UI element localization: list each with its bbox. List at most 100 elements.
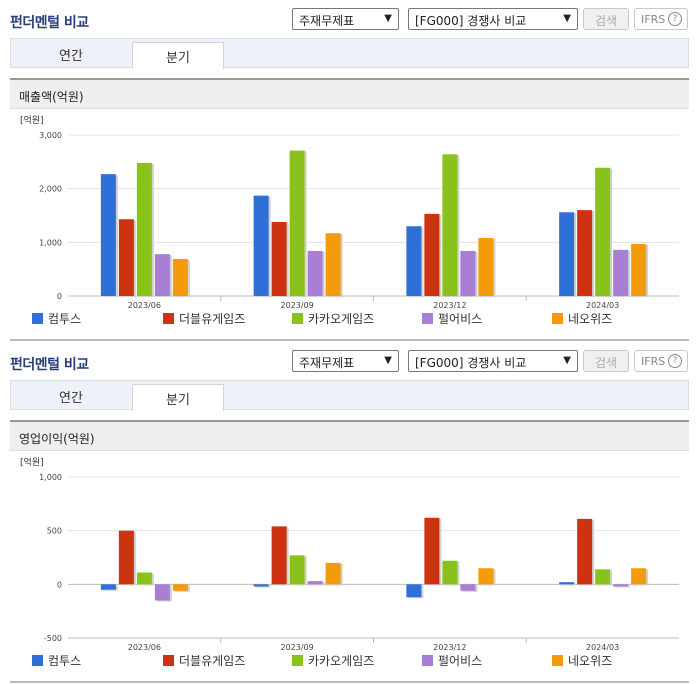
- chevron-down-icon: ▼: [563, 355, 571, 366]
- tab-annual[interactable]: 연간: [59, 391, 83, 406]
- bar[interactable]: [631, 568, 647, 585]
- bar[interactable]: [595, 569, 611, 585]
- legend-label: 네오위즈: [568, 654, 612, 668]
- bar[interactable]: [271, 526, 287, 585]
- x-tick-label: 2023/12: [433, 643, 466, 652]
- bar[interactable]: [253, 195, 269, 296]
- bar[interactable]: [424, 517, 440, 585]
- bar[interactable]: [613, 584, 629, 587]
- bar[interactable]: [559, 582, 575, 585]
- bar[interactable]: [595, 167, 611, 296]
- bar[interactable]: [136, 572, 152, 585]
- bar[interactable]: [253, 584, 269, 587]
- chevron-down-icon: ▼: [563, 13, 571, 24]
- bar[interactable]: [478, 568, 494, 585]
- bar[interactable]: [271, 221, 287, 296]
- period-tabs: 연간 분기: [10, 38, 689, 69]
- bar[interactable]: [118, 219, 134, 296]
- legend-label: 카카오게임즈: [308, 654, 374, 668]
- y-tick-label: 0: [57, 580, 62, 589]
- period-tabs: 연간 분기: [10, 380, 689, 411]
- bar[interactable]: [613, 249, 629, 296]
- legend-swatch: [292, 313, 303, 324]
- bar[interactable]: [577, 210, 593, 296]
- statement-select[interactable]: 주재무제표 ▼: [292, 350, 399, 372]
- bar[interactable]: [442, 154, 458, 296]
- ifrs-label: IFRS: [641, 355, 666, 368]
- search-button[interactable]: 검색: [583, 8, 629, 30]
- bar[interactable]: [100, 584, 116, 590]
- unit-label: [억원]: [20, 456, 44, 468]
- y-tick-label: 2,000: [39, 185, 62, 194]
- legend-label: 더블유게임즈: [179, 654, 245, 668]
- chevron-down-icon: ▼: [384, 13, 392, 24]
- ifrs-button[interactable]: IFRS?: [634, 8, 688, 30]
- panel-title: 펀더멘털 비교: [10, 15, 89, 31]
- bar[interactable]: [424, 213, 440, 296]
- bar[interactable]: [307, 250, 323, 296]
- panel-header: 펀더멘털 비교 주재무제표 ▼ [FG000] 경쟁사 비교 ▼ 검색 IFRS?: [0, 342, 696, 380]
- bar[interactable]: [100, 174, 116, 296]
- panel-header: 펀더멘털 비교 주재무제표 ▼ [FG000] 경쟁사 비교 ▼ 검색 IFRS?: [0, 0, 696, 38]
- legend-swatch: [552, 655, 563, 666]
- y-tick-label: 0: [57, 292, 62, 301]
- fundamental-panel-operating-profit: 펀더멘털 비교 주재무제표 ▼ [FG000] 경쟁사 비교 ▼ 검색 IFRS? …: [0, 342, 696, 683]
- bar[interactable]: [460, 584, 476, 591]
- revenue-chart: [억원] 0 1,000 2,000 3,000 2023/06 2023/09 2023/1…: [20, 114, 679, 326]
- bar[interactable]: [289, 555, 305, 585]
- legend-swatch: [422, 313, 433, 324]
- bar[interactable]: [172, 584, 188, 591]
- compare-select[interactable]: [FG000] 경쟁사 비교 ▼: [408, 350, 578, 372]
- x-tick-label: 2023/09: [281, 643, 314, 652]
- bar[interactable]: [154, 254, 170, 296]
- x-tick-label: 2024/03: [586, 643, 619, 652]
- legend-label: 네오위즈: [568, 312, 612, 326]
- legend-swatch: [32, 655, 43, 666]
- y-tick-label: -500: [44, 634, 62, 643]
- x-tick-label: 2024/03: [586, 301, 619, 310]
- compare-select-value: [FG000] 경쟁사 비교: [415, 14, 527, 28]
- statement-select[interactable]: 주재무제표 ▼: [292, 8, 399, 30]
- y-tick-label: 1,000: [39, 238, 62, 247]
- bar[interactable]: [559, 212, 575, 296]
- bar[interactable]: [325, 233, 341, 296]
- bar[interactable]: [289, 150, 305, 296]
- operating-profit-chart: [억원] -500 0 500 1,000 2023/06 2023/09 2023/12 20…: [20, 456, 679, 668]
- bar[interactable]: [631, 243, 647, 296]
- bar[interactable]: [460, 250, 476, 296]
- ifrs-label: IFRS: [641, 13, 666, 26]
- x-tick-label: 2023/06: [128, 643, 161, 652]
- bar[interactable]: [325, 562, 341, 585]
- help-icon[interactable]: ?: [668, 12, 682, 26]
- help-icon[interactable]: ?: [668, 354, 682, 368]
- bar[interactable]: [577, 518, 593, 585]
- chevron-down-icon: ▼: [384, 355, 392, 366]
- y-tick-label: 500: [47, 527, 62, 536]
- unit-label: [억원]: [20, 114, 44, 126]
- legend-swatch: [292, 655, 303, 666]
- compare-select[interactable]: [FG000] 경쟁사 비교 ▼: [408, 8, 578, 30]
- legend-label: 펄어비스: [438, 654, 482, 668]
- legend-label: 더블유게임즈: [179, 312, 245, 326]
- bar[interactable]: [442, 560, 458, 585]
- legend-label: 컴투스: [48, 312, 81, 326]
- x-tick-label: 2023/09: [281, 301, 314, 310]
- chart-title: 매출액(억원): [10, 80, 689, 109]
- tab-quarterly[interactable]: 분기: [132, 384, 224, 411]
- bar[interactable]: [154, 584, 170, 601]
- bar[interactable]: [478, 238, 494, 296]
- search-button[interactable]: 검색: [583, 350, 629, 372]
- bar[interactable]: [172, 258, 188, 296]
- tab-quarterly[interactable]: 분기: [132, 42, 224, 69]
- bar[interactable]: [307, 581, 323, 585]
- bar[interactable]: [406, 584, 422, 598]
- bar[interactable]: [118, 530, 134, 585]
- tab-annual[interactable]: 연간: [59, 49, 83, 64]
- legend-swatch: [32, 313, 43, 324]
- compare-select-value: [FG000] 경쟁사 비교: [415, 356, 527, 370]
- ifrs-button[interactable]: IFRS?: [634, 350, 688, 372]
- bar[interactable]: [136, 162, 152, 296]
- x-tick-label: 2023/12: [433, 301, 466, 310]
- bar[interactable]: [406, 226, 422, 296]
- legend-swatch: [422, 655, 433, 666]
